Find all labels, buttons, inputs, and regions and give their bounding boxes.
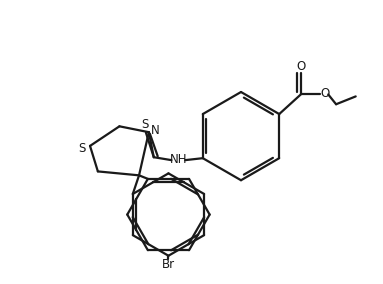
Text: S: S — [141, 118, 149, 131]
Text: S: S — [79, 142, 86, 155]
Text: NH: NH — [170, 153, 187, 166]
Text: O: O — [296, 60, 305, 72]
Text: N: N — [151, 124, 160, 137]
Text: O: O — [321, 87, 330, 100]
Text: Br: Br — [162, 258, 175, 271]
